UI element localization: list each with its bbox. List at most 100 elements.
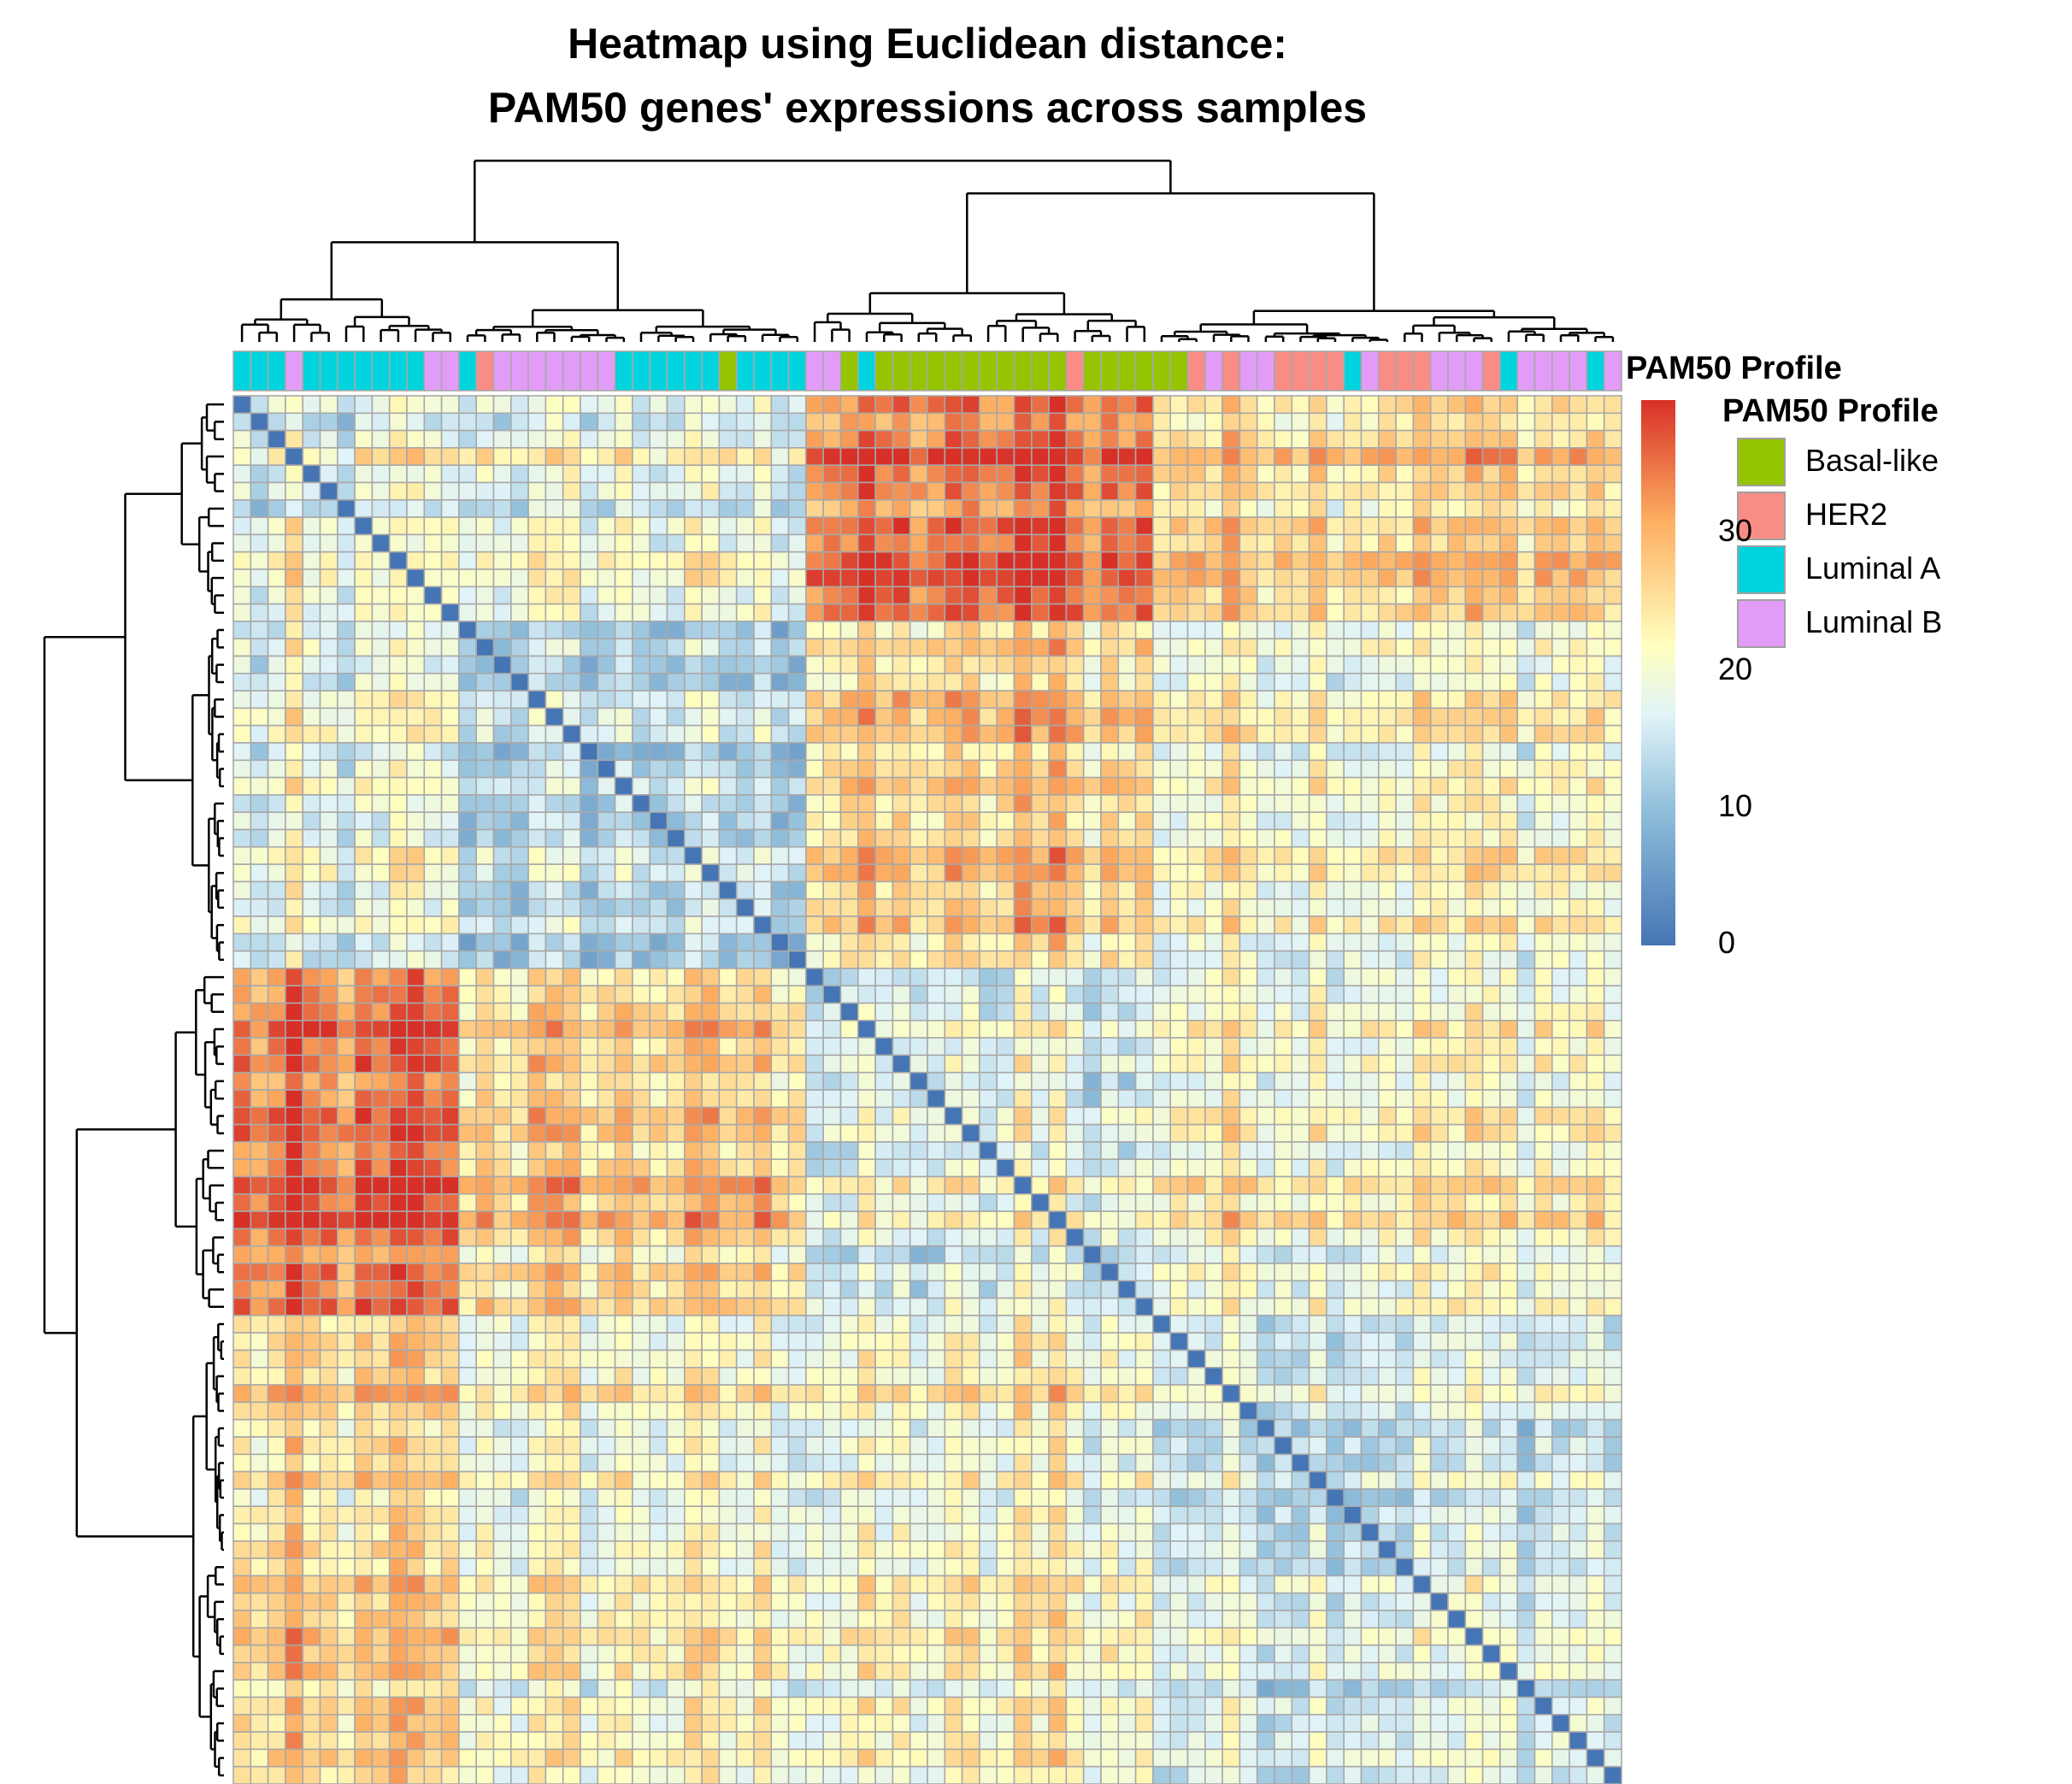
heatmap-cell xyxy=(458,621,478,640)
heatmap-cell xyxy=(1481,1228,1501,1247)
heatmap-cell xyxy=(458,1037,478,1057)
heatmap-cell xyxy=(1152,1158,1172,1178)
heatmap-cell xyxy=(944,916,963,935)
heatmap-cell xyxy=(805,707,825,727)
heatmap-cell xyxy=(1569,950,1588,969)
heatmap-cell xyxy=(285,1106,303,1126)
heatmap-cell xyxy=(371,1349,391,1369)
heatmap-cell xyxy=(1013,968,1033,987)
heatmap-cell xyxy=(1516,916,1536,935)
heatmap-cell xyxy=(735,568,755,588)
heatmap-cell xyxy=(770,707,790,727)
heatmap-cell xyxy=(475,898,495,917)
heatmap-cell xyxy=(1082,707,1102,727)
heatmap-cell xyxy=(1100,845,1120,865)
heatmap-cell xyxy=(597,1349,616,1369)
heatmap-cell xyxy=(1274,447,1293,467)
heatmap-cell xyxy=(440,863,460,883)
heatmap-cell xyxy=(701,1210,721,1230)
heatmap-cell xyxy=(787,603,807,622)
heatmap-cell xyxy=(1117,1158,1137,1178)
heatmap-cell xyxy=(1395,707,1415,727)
heatmap-cell xyxy=(1326,1158,1345,1178)
heatmap-cell xyxy=(770,1280,790,1299)
heatmap-cell xyxy=(1378,1020,1397,1039)
heatmap-cell xyxy=(1239,1089,1258,1109)
heatmap-cell xyxy=(979,863,998,883)
heatmap-cell xyxy=(909,880,928,900)
heatmap-cell xyxy=(440,759,460,779)
heatmap-cell xyxy=(1134,1037,1154,1057)
heatmap-cell xyxy=(1464,586,1484,605)
heatmap-cell xyxy=(1481,1297,1501,1316)
heatmap-cell xyxy=(1308,950,1327,969)
heatmap-cell xyxy=(614,1280,633,1299)
heatmap-cell xyxy=(440,916,460,935)
heatmap-cell xyxy=(770,811,790,831)
heatmap-cell xyxy=(250,794,269,814)
heatmap-cell xyxy=(509,1002,529,1022)
heatmap-cell xyxy=(874,1263,894,1282)
heatmap-cell xyxy=(1378,933,1397,952)
heatmap-cell xyxy=(1048,724,1068,744)
heatmap-cell xyxy=(909,707,928,727)
heatmap-cell xyxy=(1204,968,1223,987)
heatmap-cell xyxy=(1551,1123,1570,1143)
heatmap-cell xyxy=(1586,1037,1605,1057)
heatmap-cell xyxy=(371,1175,391,1195)
heatmap-cell xyxy=(632,776,651,796)
heatmap-cell xyxy=(1429,429,1449,449)
heatmap-cell xyxy=(770,1141,790,1161)
heatmap-cell xyxy=(1378,412,1397,432)
heatmap-cell xyxy=(423,690,443,709)
heatmap-cell xyxy=(371,1141,391,1161)
heatmap-cell xyxy=(1308,1020,1327,1039)
heatmap-cell xyxy=(1134,586,1154,605)
heatmap-cell xyxy=(1533,395,1553,415)
heatmap-cell xyxy=(770,828,790,848)
heatmap-cell xyxy=(822,1263,842,1282)
heatmap-cell xyxy=(354,429,374,449)
heatmap-cell xyxy=(1274,586,1293,605)
heatmap-cell xyxy=(839,1315,859,1334)
heatmap-cell xyxy=(1308,603,1327,622)
heatmap-cell xyxy=(267,759,286,779)
heatmap-cell xyxy=(319,1193,338,1212)
heatmap-cell xyxy=(753,707,773,727)
heatmap-cell xyxy=(509,933,529,952)
heatmap-cell xyxy=(233,395,252,415)
heatmap-cell xyxy=(856,1071,876,1091)
heatmap-cell xyxy=(1134,516,1154,536)
heatmap-cell xyxy=(285,447,303,467)
heatmap-cell xyxy=(1048,481,1068,501)
heatmap-cell xyxy=(1516,880,1536,900)
heatmap-cell xyxy=(632,533,651,553)
heatmap-cell xyxy=(856,1332,876,1351)
heatmap-cell xyxy=(927,916,946,935)
heatmap-cell xyxy=(354,1054,374,1074)
heatmap-cell xyxy=(250,1210,269,1230)
heatmap-cell xyxy=(683,968,703,987)
heatmap-cell xyxy=(1516,811,1536,831)
heatmap-cell xyxy=(1569,1315,1588,1334)
heatmap-cell xyxy=(1481,880,1501,900)
heatmap-cell xyxy=(1134,742,1154,762)
heatmap-cell xyxy=(509,1263,529,1282)
heatmap-cell xyxy=(580,429,599,449)
heatmap-cell xyxy=(1065,794,1085,814)
heatmap-cell xyxy=(580,1263,599,1282)
heatmap-cell xyxy=(927,880,946,900)
heatmap-cell xyxy=(233,985,252,1004)
heatmap-cell xyxy=(1447,568,1467,588)
heatmap-cell xyxy=(1343,603,1363,622)
heatmap-cell xyxy=(1326,759,1345,779)
heatmap-cell xyxy=(961,950,980,969)
heatmap-cell xyxy=(735,1071,755,1091)
heatmap-cell xyxy=(406,1228,426,1247)
heatmap-cell xyxy=(1533,776,1553,796)
heatmap-cell xyxy=(1360,655,1380,674)
heatmap-cell xyxy=(1065,1123,1085,1143)
heatmap-cell xyxy=(735,481,755,501)
heatmap-cell xyxy=(406,898,426,917)
heatmap-cell xyxy=(1447,412,1467,432)
